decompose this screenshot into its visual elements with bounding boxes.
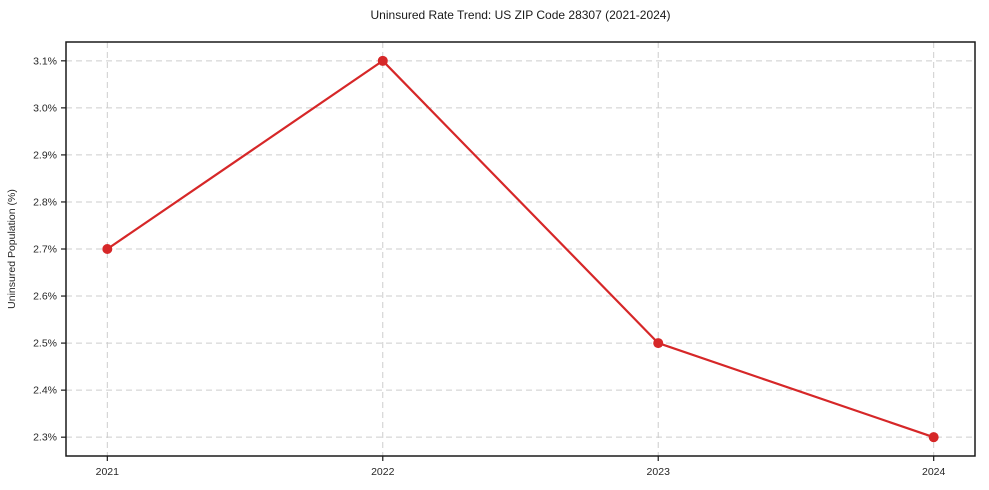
data-point-marker [653,338,664,349]
data-point-marker [377,55,388,66]
y-tick-label: 3.1% [33,55,57,67]
x-tick-label: 2022 [371,466,395,478]
chart-title: Uninsured Rate Trend: US ZIP Code 28307 … [370,8,671,22]
y-tick-label: 2.9% [33,149,57,161]
y-axis-label: Uninsured Population (%) [6,189,18,309]
x-tick-label: 2023 [647,466,671,478]
y-tick-label: 3.0% [33,102,57,114]
trend-line [106,59,935,439]
y-tick-label: 2.3% [33,432,57,444]
data-point-marker [928,432,939,443]
x-tick-label: 2021 [96,466,120,478]
y-tick-label: 2.4% [33,385,57,397]
y-tick-label: 2.5% [33,338,57,350]
y-tick-label: 2.8% [33,196,57,208]
data-point-marker [102,244,113,254]
y-tick-label: 2.7% [33,244,57,256]
y-tick-label: 2.6% [33,291,57,303]
x-tick-label: 2024 [922,466,946,478]
